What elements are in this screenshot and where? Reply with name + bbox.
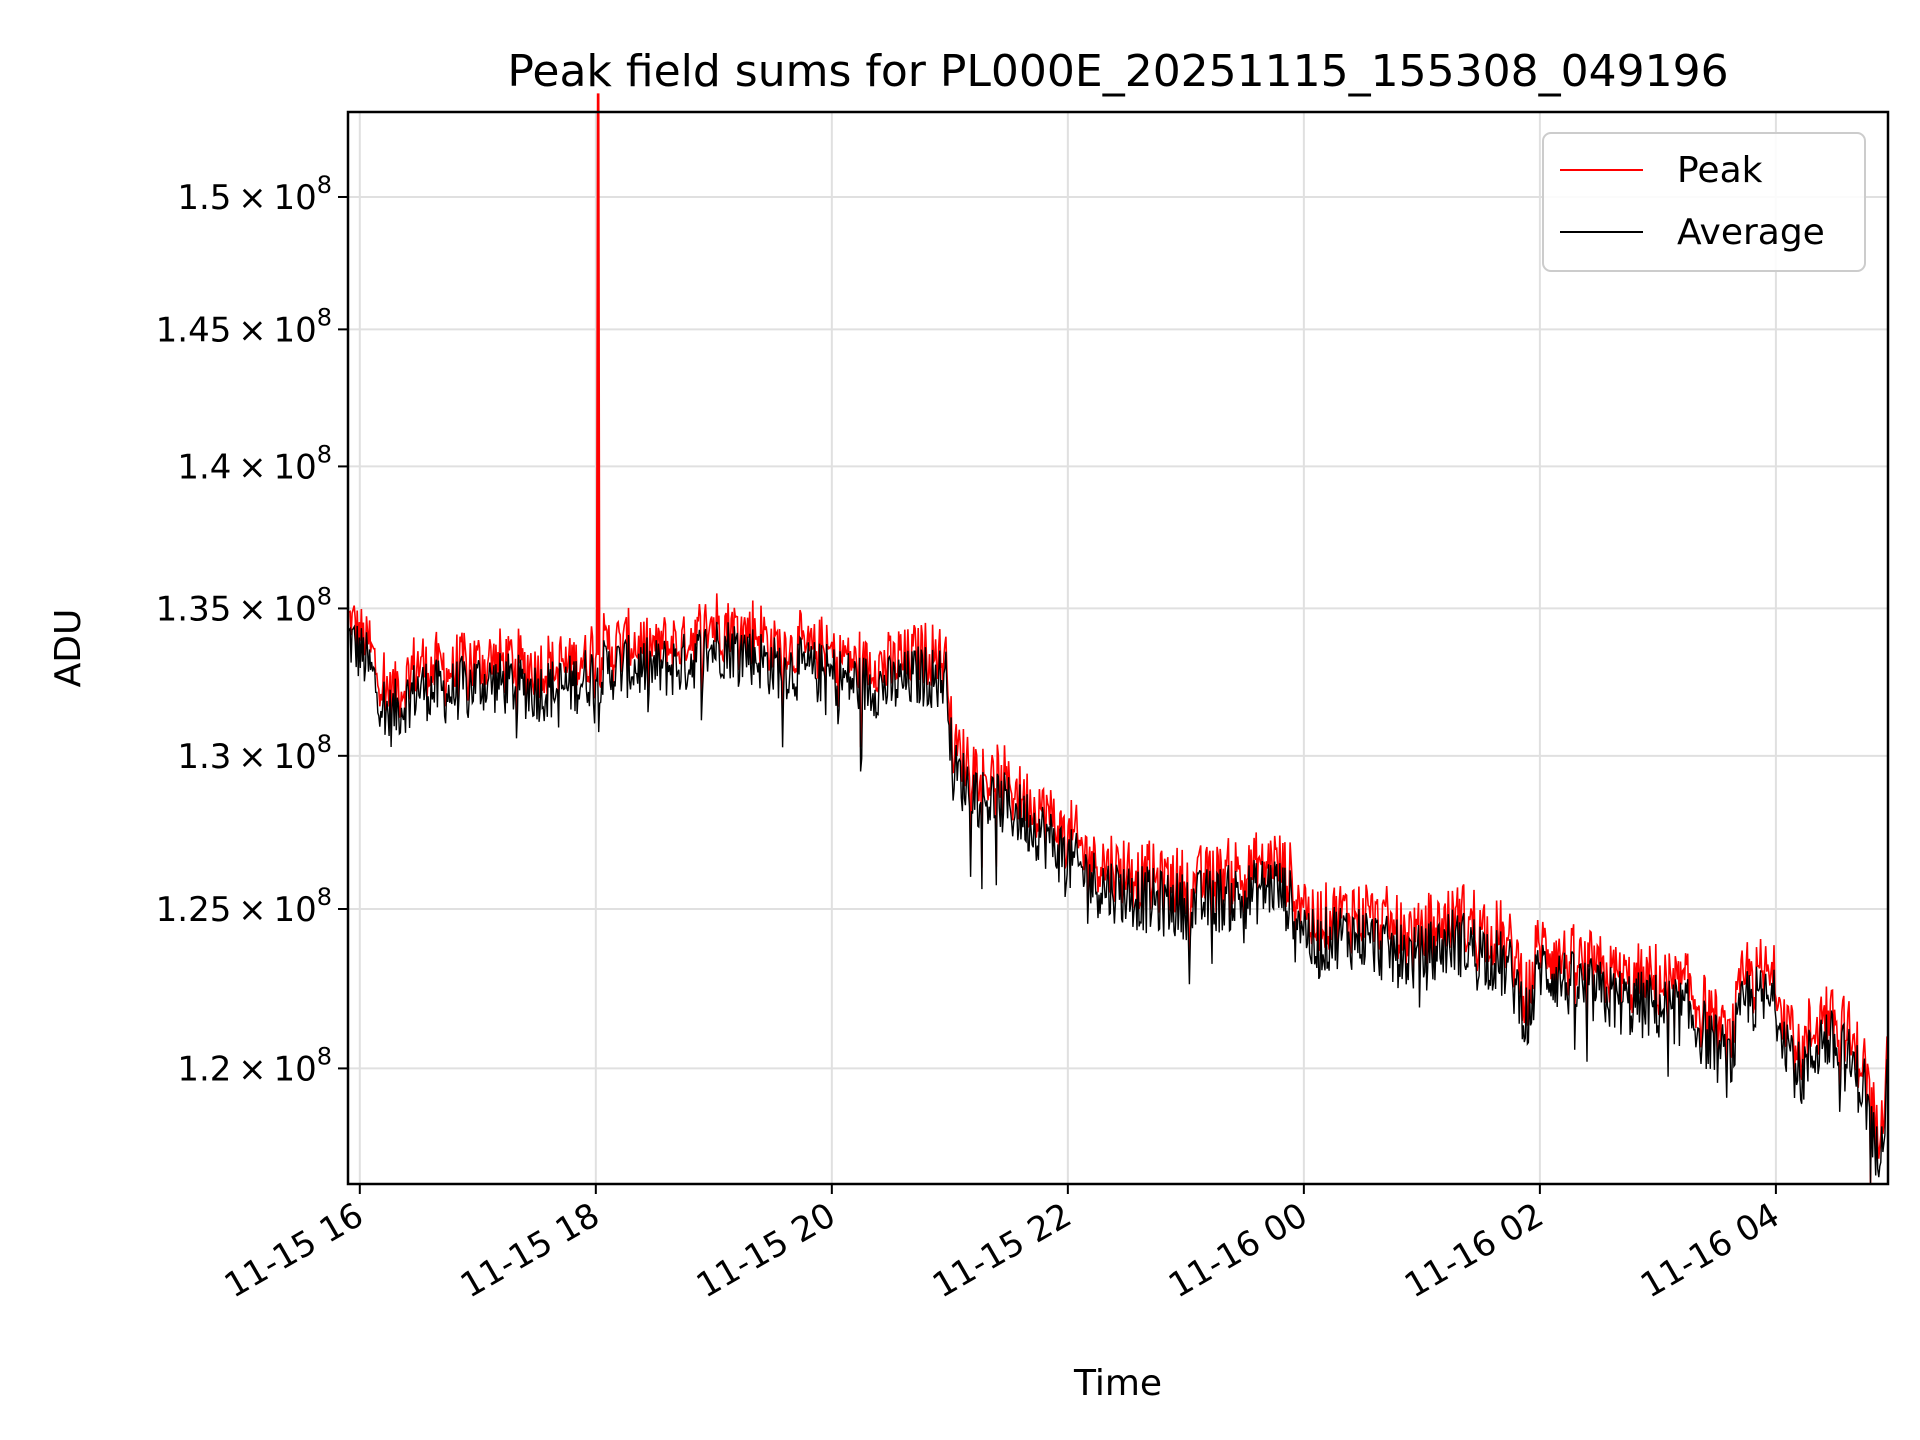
x-axis-label: Time (1073, 1363, 1162, 1404)
chart-title: Peak field sums for PL000E_20251115_1553… (507, 46, 1728, 97)
y-tick-label: 1.3 × 108 (177, 730, 332, 777)
y-tick-exponent: 8 (317, 582, 332, 610)
y-tick-mantissa: 1.35 × 10 (156, 589, 317, 629)
y-tick-exponent: 8 (317, 883, 332, 911)
y-tick-label: 1.5 × 108 (177, 171, 332, 218)
y-tick-exponent: 8 (317, 1042, 332, 1070)
y-tick-exponent: 8 (317, 730, 332, 758)
y-tick-mantissa: 1.45 × 10 (156, 310, 317, 350)
y-tick-label: 1.45 × 108 (156, 303, 332, 350)
legend-peak-label: Peak (1677, 150, 1763, 191)
y-tick-mantissa: 1.25 × 10 (156, 890, 317, 930)
peak-series-line (347, 93, 1889, 1185)
series-layer (347, 93, 1889, 1185)
y-tick-exponent: 8 (317, 440, 332, 468)
legend-average-label: Average (1677, 212, 1825, 253)
legend: Peak Average (1542, 132, 1866, 272)
y-tick-label: 1.25 × 108 (156, 883, 332, 930)
y-tick-mantissa: 1.2 × 10 (177, 1049, 316, 1089)
y-tick-label: 1.4 × 108 (177, 440, 332, 487)
y-tick-mantissa: 1.5 × 10 (177, 178, 316, 218)
y-tick-exponent: 8 (317, 171, 332, 199)
y-tick-exponent: 8 (317, 303, 332, 331)
y-tick-label: 1.35 × 108 (156, 582, 332, 629)
y-tick-mantissa: 1.3 × 10 (177, 737, 316, 777)
legend-box (1542, 132, 1866, 272)
plot-area-frame (346, 110, 1890, 1186)
y-axis-label: ADU (48, 609, 89, 688)
y-tick-mantissa: 1.4 × 10 (177, 447, 316, 487)
y-tick-label: 1.2 × 108 (177, 1042, 332, 1089)
average-series-line (347, 621, 1889, 1185)
